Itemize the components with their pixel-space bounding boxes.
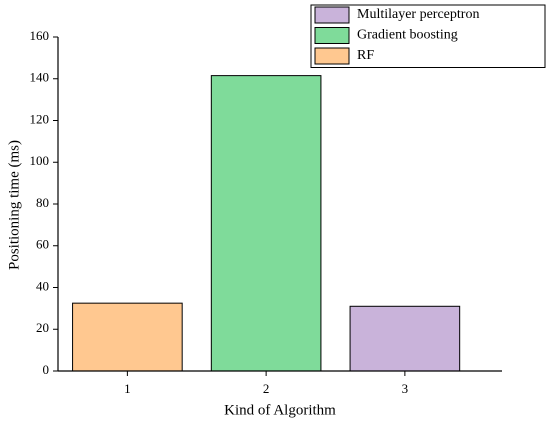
y-axis-title: Positioning time (ms) (6, 140, 22, 270)
y-tick-label: 120 (30, 111, 50, 126)
legend-swatch (314, 6, 350, 24)
legend-label: Multilayer perceptron (357, 7, 479, 22)
y-tick-label: 0 (43, 362, 50, 377)
y-tick-label: 20 (36, 320, 49, 335)
x-tick-label: 1 (124, 381, 131, 396)
x-tick-label: 2 (263, 381, 270, 396)
x-tick-label: 3 (402, 381, 409, 396)
y-tick-label: 100 (30, 153, 50, 168)
y-tick-label: 160 (30, 28, 50, 43)
legend-swatch (314, 27, 350, 44)
bar (72, 302, 183, 372)
legend-box (310, 4, 546, 68)
bar (349, 305, 461, 372)
y-tick-label: 40 (36, 278, 49, 293)
legend-swatch (314, 47, 350, 65)
y-tick-label: 60 (36, 237, 49, 252)
legend-label: RF (357, 48, 374, 63)
bar (210, 75, 322, 372)
x-axis-title: Kind of Algorithm (224, 402, 336, 418)
legend-label: Gradient boosting (357, 28, 458, 43)
y-tick-label: 140 (30, 70, 50, 85)
y-tick-label: 80 (36, 195, 49, 210)
